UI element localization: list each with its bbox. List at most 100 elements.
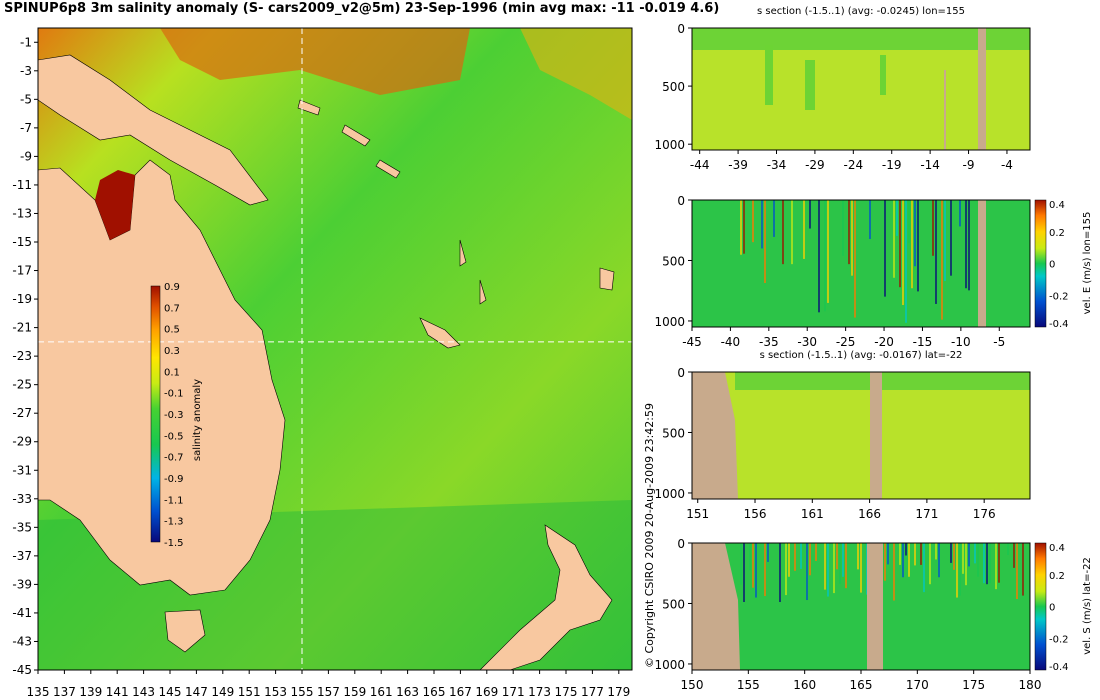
map-xtick-label: 149 bbox=[211, 685, 234, 699]
map-land-newcaledonia bbox=[419, 317, 461, 349]
velocity-streak bbox=[968, 543, 970, 567]
velocity-streak bbox=[839, 543, 841, 584]
map-colorbar-tick: -0.1 bbox=[164, 389, 184, 400]
velocity-streak bbox=[815, 543, 817, 561]
velocity-streak bbox=[929, 543, 931, 585]
map-colorbar-tick: -0.7 bbox=[164, 453, 184, 464]
map-colorbar-tick: -1.3 bbox=[164, 517, 184, 528]
section3-ytick-label: 0 bbox=[677, 366, 685, 380]
map-ytick-label: -29 bbox=[12, 435, 32, 449]
map-ytick-label: -9 bbox=[20, 149, 32, 163]
velocity-streak bbox=[998, 543, 1000, 583]
section3-xtick-label: 161 bbox=[801, 507, 824, 521]
map-xtick-label: 173 bbox=[528, 685, 551, 699]
section1-xtick-label: -19 bbox=[882, 158, 902, 172]
velocity-streak bbox=[743, 543, 745, 603]
velocity-streak bbox=[950, 543, 952, 563]
map-colorbar-tick: 0.3 bbox=[164, 346, 180, 357]
section4-land bbox=[692, 543, 740, 670]
map-ytick-label: -3 bbox=[20, 64, 32, 78]
map-xtick-label: 143 bbox=[132, 685, 155, 699]
section1-ytick-label: 0 bbox=[677, 22, 685, 36]
velocity-streak bbox=[983, 543, 985, 584]
section4-xtick-label: 150 bbox=[681, 678, 704, 692]
velocity-streak bbox=[899, 200, 901, 288]
section2-panel: -45 -40 -35 -30 -25 -20 -15 -10 -5 0 500 1000 0.4 0.2… bbox=[654, 194, 1093, 349]
section1-xtick-label: -9 bbox=[963, 158, 975, 172]
section2-colorbar-tick: 0 bbox=[1049, 260, 1055, 271]
map-xtick-label: 165 bbox=[423, 685, 446, 699]
velocity-streak bbox=[884, 543, 886, 581]
map-ytick-label: -23 bbox=[12, 349, 32, 363]
map-ytick-label: -21 bbox=[12, 321, 32, 335]
section3-xtick-label: 151 bbox=[686, 507, 709, 521]
map-xtick-label: 179 bbox=[607, 685, 630, 699]
section4-colorbar-tick: 0.4 bbox=[1049, 543, 1065, 554]
velocity-streak bbox=[836, 543, 838, 570]
section2-xtick-label: -15 bbox=[913, 335, 933, 349]
map-ytick-label: -15 bbox=[12, 235, 32, 249]
velocity-streak bbox=[935, 543, 937, 560]
velocity-streak bbox=[887, 543, 889, 565]
velocity-streak bbox=[848, 200, 850, 265]
map-ytick-label: -5 bbox=[20, 92, 32, 106]
velocity-streak bbox=[965, 543, 967, 586]
section3-field bbox=[692, 372, 1030, 499]
map-ytick-label: -27 bbox=[12, 406, 32, 420]
map-ytick-label: -33 bbox=[12, 492, 32, 506]
section4-xtick-label: 180 bbox=[1019, 678, 1042, 692]
velocity-streak bbox=[845, 543, 847, 589]
map-colorbar-tick: -1.5 bbox=[164, 538, 184, 549]
section4-land bbox=[867, 543, 883, 670]
velocity-streak bbox=[902, 200, 904, 306]
section3-ytick-label: 1000 bbox=[654, 487, 685, 501]
map-colorbar-tick: 0.5 bbox=[164, 325, 180, 336]
section3-surface bbox=[735, 372, 1030, 390]
section2-colorbar-tick: 0.2 bbox=[1049, 228, 1065, 239]
velocity-streak bbox=[818, 200, 820, 313]
section2-colorbar-tick: -0.2 bbox=[1049, 291, 1069, 302]
section3-land bbox=[692, 372, 738, 499]
velocity-streak bbox=[809, 200, 811, 229]
velocity-streak bbox=[1013, 543, 1015, 568]
velocity-streak bbox=[977, 543, 979, 577]
map-ytick-label: -31 bbox=[12, 463, 32, 477]
map-ytick-label: -45 bbox=[12, 663, 32, 677]
section1-ytick-label: 500 bbox=[662, 80, 685, 94]
map-xtick-label: 167 bbox=[449, 685, 472, 699]
velocity-streak bbox=[896, 200, 898, 236]
velocity-streak bbox=[902, 543, 904, 578]
velocity-streak bbox=[842, 543, 844, 577]
map-xtick-label: 153 bbox=[264, 685, 287, 699]
velocity-streak bbox=[893, 200, 895, 278]
section3-title: s section (-1.5..1) (avg: -0.0167) lat=-… bbox=[759, 350, 963, 361]
velocity-streak bbox=[752, 543, 754, 588]
section1-xtick-label: -39 bbox=[728, 158, 748, 172]
section2-ytick-label: 500 bbox=[662, 254, 685, 268]
section1-frame bbox=[691, 27, 1031, 151]
velocity-streak bbox=[785, 543, 787, 596]
map-land-islands bbox=[297, 99, 615, 305]
velocity-streak bbox=[944, 200, 946, 281]
velocity-streak bbox=[908, 543, 910, 577]
map-ytick-label: -39 bbox=[12, 577, 32, 591]
section2-field bbox=[692, 200, 1030, 327]
map-colorbar-tick: -0.3 bbox=[164, 410, 184, 421]
velocity-streak bbox=[764, 200, 766, 284]
velocity-streak bbox=[740, 543, 742, 585]
section1-xtick-label: -14 bbox=[920, 158, 940, 172]
map-colorbar-tick: -1.1 bbox=[164, 495, 184, 506]
velocity-streak bbox=[824, 543, 826, 590]
map-xtick-label: 169 bbox=[475, 685, 498, 699]
velocity-streak bbox=[749, 543, 751, 571]
velocity-streak bbox=[788, 543, 790, 577]
map-land-australia bbox=[37, 159, 286, 596]
section3-xtick-label: 166 bbox=[858, 507, 881, 521]
velocity-streak bbox=[974, 543, 976, 564]
velocity-streak bbox=[827, 543, 829, 597]
velocity-streak bbox=[986, 543, 988, 585]
velocity-streak bbox=[893, 543, 895, 601]
section1-xtick-label: -24 bbox=[844, 158, 864, 172]
section3-land bbox=[870, 372, 882, 499]
section1-xtick-label: -29 bbox=[805, 158, 825, 172]
